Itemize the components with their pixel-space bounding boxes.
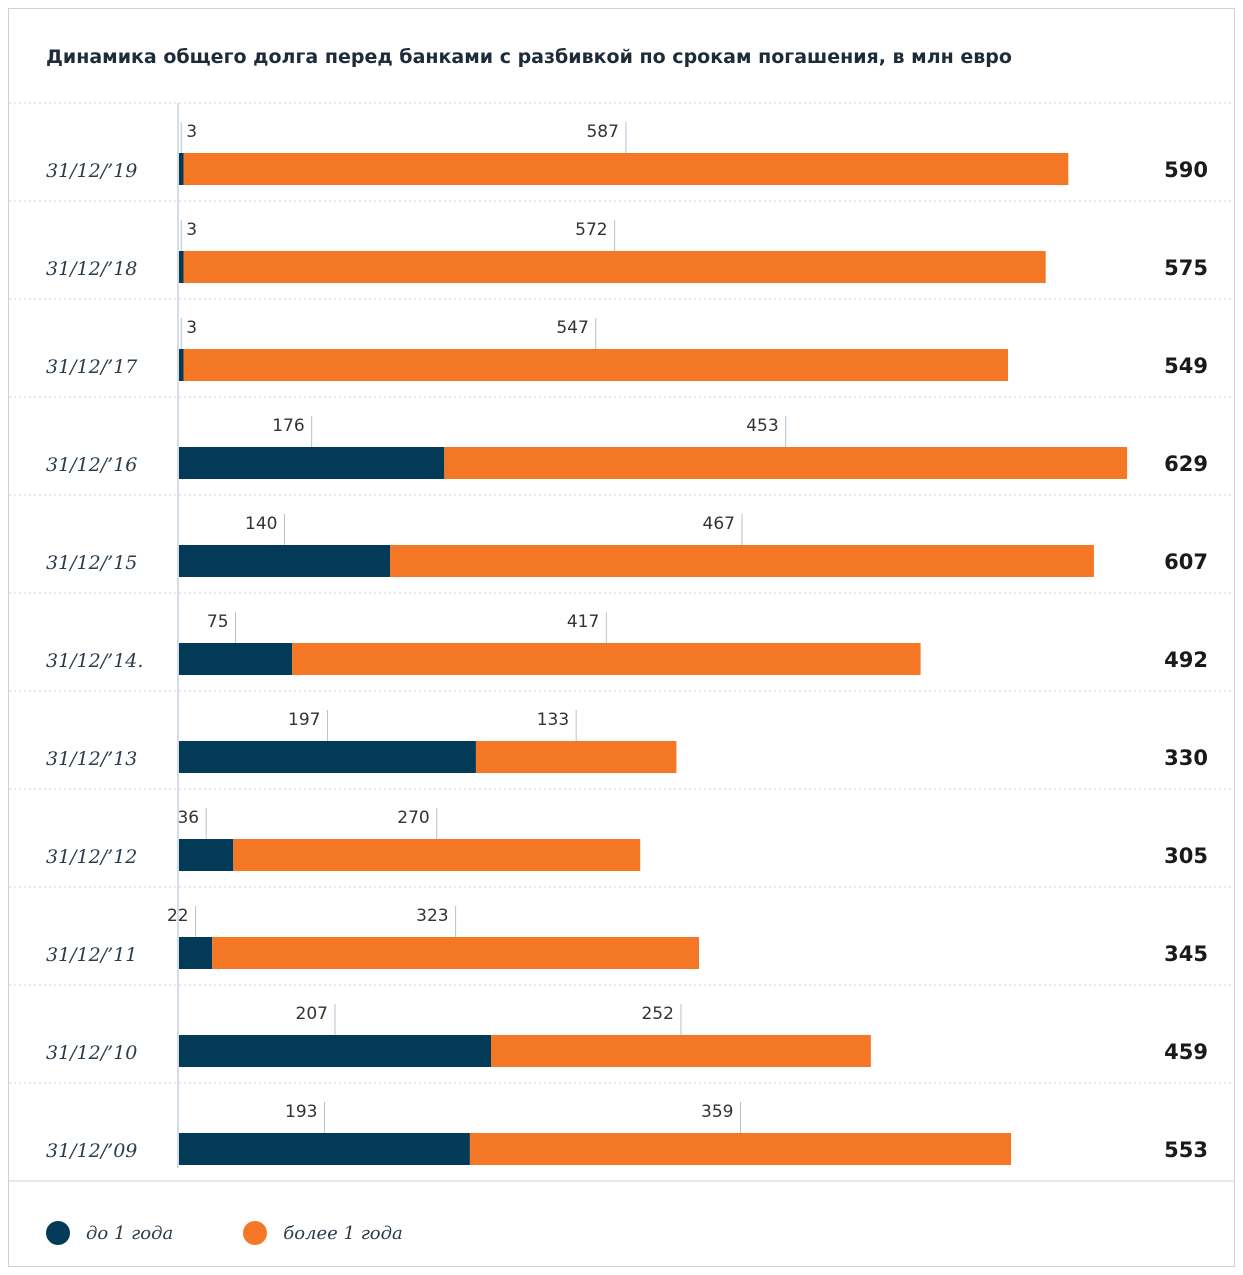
value-label-short-term: 36 [177, 808, 199, 828]
category-label: 31/12/’11 [46, 944, 137, 966]
total-label: 553 [1164, 1138, 1208, 1162]
bar-short-term [179, 643, 293, 675]
bar-short-term [179, 251, 184, 283]
value-label-long-term: 587 [586, 122, 618, 142]
bar-short-term [179, 153, 184, 185]
total-label: 330 [1164, 746, 1208, 770]
legend-label-long-term: более 1 года [283, 1222, 403, 1244]
category-label: 31/12/’16 [46, 454, 137, 476]
value-label-short-term: 193 [285, 1102, 317, 1122]
bar-long-term [469, 1133, 1012, 1165]
bar-short-term [179, 349, 184, 381]
bar-long-term [183, 153, 1069, 185]
bar-short-term [179, 545, 391, 577]
total-label: 629 [1164, 452, 1208, 476]
legend-swatch-long-term [243, 1221, 268, 1245]
total-label: 590 [1164, 158, 1208, 182]
value-label-long-term: 453 [746, 416, 778, 436]
legend-swatch-short-term [46, 1221, 70, 1245]
category-label: 31/12/’12 [46, 846, 137, 868]
category-label: 31/12/’15 [46, 552, 137, 574]
value-label-long-term: 252 [641, 1004, 673, 1024]
bar-long-term [491, 1035, 871, 1067]
bar-short-term [179, 937, 213, 969]
total-label: 575 [1164, 256, 1208, 280]
value-label-long-term: 467 [703, 514, 735, 534]
chart-frame [8, 8, 1235, 1267]
bar-short-term [179, 741, 476, 773]
bar-long-term [444, 447, 1128, 479]
bar-short-term [179, 447, 445, 479]
category-label: 31/12/’18 [46, 258, 137, 280]
bar-long-term [233, 839, 641, 871]
legend: до 1 года более 1 года [46, 1218, 473, 1248]
value-label-short-term: 3 [186, 318, 197, 338]
value-label-long-term: 417 [567, 612, 599, 632]
value-label-short-term: 197 [288, 710, 320, 730]
total-label: 345 [1164, 942, 1208, 966]
bar-long-term [292, 643, 921, 675]
value-label-short-term: 176 [272, 416, 304, 436]
value-label-long-term: 270 [397, 808, 429, 828]
category-label: 31/12/’19 [46, 160, 137, 182]
bar-short-term [179, 1133, 470, 1165]
category-label: 31/12/’09 [46, 1140, 137, 1162]
total-label: 305 [1164, 844, 1208, 868]
category-label: 31/12/’13 [46, 748, 137, 770]
bar-short-term [179, 839, 234, 871]
value-label-short-term: 75 [207, 612, 229, 632]
value-label-long-term: 323 [416, 906, 448, 926]
category-label: 31/12/’17 [46, 356, 138, 378]
value-label-short-term: 3 [186, 220, 197, 240]
bar-long-term [183, 349, 1009, 381]
bar-long-term [390, 545, 1094, 577]
total-label: 549 [1164, 354, 1208, 378]
total-label: 459 [1164, 1040, 1208, 1064]
bar-long-term [475, 741, 677, 773]
legend-item-long-term: более 1 года [243, 1221, 403, 1245]
total-label: 607 [1164, 550, 1208, 574]
bar-short-term [179, 1035, 492, 1067]
bar-long-term [183, 251, 1046, 283]
value-label-long-term: 572 [575, 220, 607, 240]
legend-item-short-term: до 1 года [46, 1221, 173, 1245]
value-label-short-term: 207 [296, 1004, 328, 1024]
value-label-long-term: 133 [537, 710, 569, 730]
legend-label-short-term: до 1 года [86, 1222, 174, 1244]
category-label: 31/12/’10 [46, 1042, 137, 1064]
value-label-long-term: 359 [701, 1102, 733, 1122]
chart-title: Динамика общего долга перед банками с ра… [46, 46, 1012, 68]
value-label-short-term: 140 [245, 514, 277, 534]
category-label: 31/12/’14. [46, 650, 143, 672]
value-label-short-term: 3 [186, 122, 197, 142]
value-label-long-term: 547 [556, 318, 588, 338]
total-label: 492 [1164, 648, 1208, 672]
bar-long-term [212, 937, 700, 969]
